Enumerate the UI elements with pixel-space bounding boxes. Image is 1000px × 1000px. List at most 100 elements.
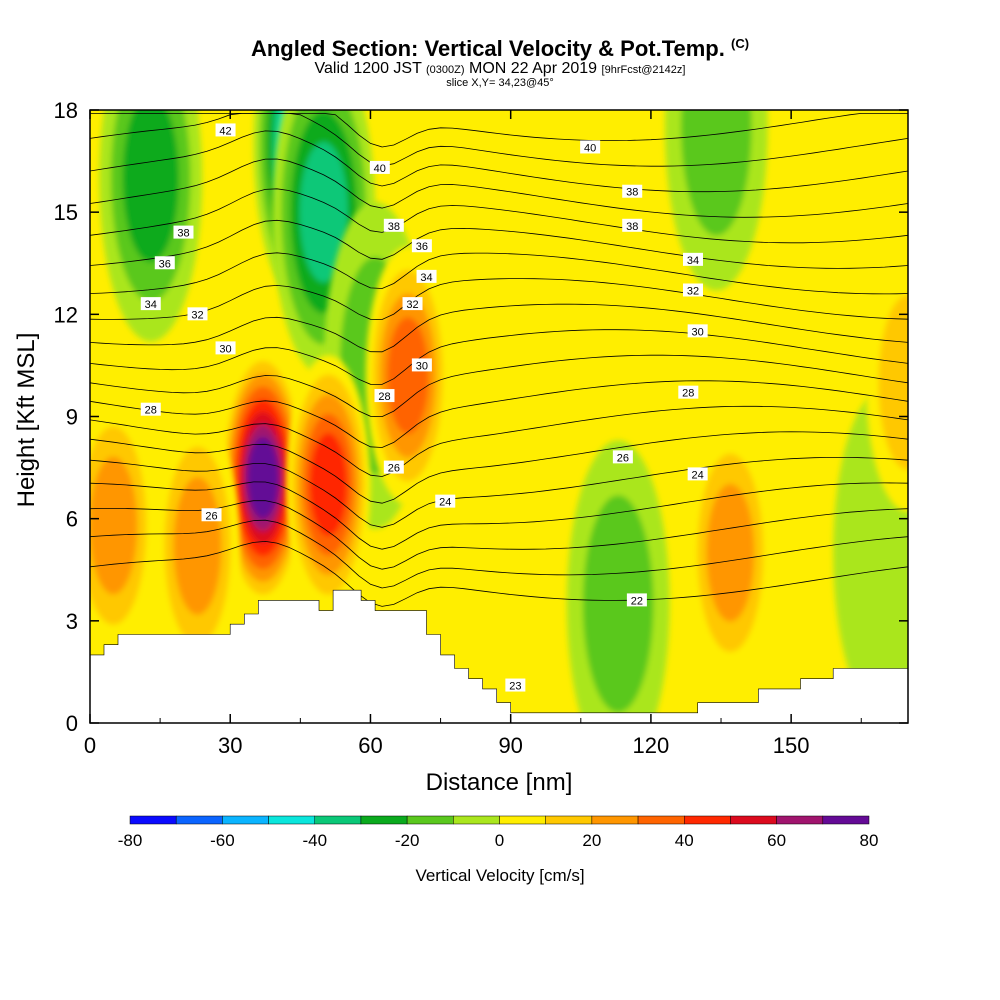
copyright-mark: (C) [731,36,750,51]
contour-label-24: 24 [435,494,456,509]
theta-contour-28 [90,457,908,528]
valid-utc: (0300Z) [426,64,465,76]
contour-label-bg [215,123,236,137]
colorbar-tick-label: 40 [675,831,694,850]
colorbar-swatch [360,815,408,825]
contour-label-text: 36 [159,258,171,270]
theta-contour-26 [90,500,908,570]
velocity-band [309,433,348,537]
theta-contour-24 [90,540,908,607]
contour-label-36: 36 [411,239,432,253]
contour-label-bg [612,450,633,464]
contour-label-text: 30 [416,360,428,372]
contour-label-32: 32 [682,283,703,297]
contour-label-bg [374,389,395,403]
contour-label-bg [173,225,194,239]
contour-label-28: 28 [678,385,699,400]
downdraft-core [566,440,670,723]
contour-label-26: 26 [383,460,404,475]
contour-label-text: 24 [439,497,451,509]
contour-label-36: 36 [154,256,175,270]
y-tick-label: 12 [54,302,78,327]
y-tick-label: 3 [66,609,78,634]
y-tick-label: 9 [66,405,78,430]
colorbar-swatch [730,815,777,825]
contour-label-34: 34 [416,269,437,284]
contour-label-26: 26 [201,508,222,522]
contour-label-text: 40 [584,142,596,154]
contour-label-34: 34 [140,297,161,311]
colorbar-swatch [545,815,593,825]
contour-label-bg [201,508,222,522]
contour-label-30: 30 [411,358,432,372]
theta-contour-31 [90,380,908,448]
colorbar-swatch [776,815,824,825]
chart-title: Angled Section: Vertical Velocity & Pot.… [0,36,1000,62]
contour-label-text: 34 [420,272,432,284]
colorbar-tick-label: -20 [395,831,420,850]
velocity-band [247,437,279,519]
contour-label-40: 40 [580,140,601,154]
x-tick-label: 30 [218,733,242,758]
contour-label-28: 28 [140,402,161,417]
x-tick-label: 90 [498,733,522,758]
contour-label-bg [687,467,708,481]
updraft-core [220,348,306,608]
colorbar-swatch [268,815,315,825]
contour-label-text: 38 [626,187,638,199]
colorbar-swatch [591,815,639,825]
colorbar-swatch [499,815,546,825]
contour-label-26: 26 [612,450,633,464]
contour-label-22: 22 [626,593,647,607]
colorbar-tick-label: 0 [495,831,504,850]
colorbar-swatch [453,815,500,825]
contour-label-text: 23 [509,681,521,693]
contour-label-text: 26 [617,452,629,464]
contour-labels: 42 40 40 38 38 38 38 36 36 34 34 34 32 32 32 30 30 30 28 28… [140,123,708,693]
contour-label-38: 38 [383,218,404,233]
contour-label-text: 26 [205,510,217,522]
contour-label-24: 24 [687,467,708,481]
contour-label-38: 38 [622,184,643,199]
theta-contour-42 [90,113,908,148]
colorbar-swatch [637,815,685,825]
contour-label-text: 22 [631,595,643,607]
contour-label-text: 36 [416,241,428,253]
chart-title-text: Angled Section: Vertical Velocity & Pot.… [250,36,725,61]
colorbar-tick-label: -80 [118,831,143,850]
velocity-band [582,495,654,713]
colorbar-tick-label: -60 [210,831,235,850]
contour-label-text: 28 [378,391,390,403]
contour-label-bg [383,460,404,474]
contour-label-bg [435,494,456,508]
theta-contour-40 [90,130,908,193]
contour-label-bg [154,256,175,270]
contour-label-38: 38 [622,218,643,233]
contour-label-text: 28 [682,388,694,400]
contour-label-text: 24 [692,469,704,481]
downdraft-core [664,110,768,291]
contour-label-text: 26 [388,463,400,475]
y-tick-label: 15 [54,200,78,225]
updraft-core [688,423,773,683]
velocity-band [90,456,138,595]
contour-label-text: 40 [374,163,386,175]
contour-label-30: 30 [687,324,708,338]
contour-label-32: 32 [187,307,208,321]
contour-label-38: 38 [173,225,194,240]
theta-contour-32 [90,354,908,418]
velocity-band [173,477,222,615]
y-tick-label: 0 [66,711,78,736]
contour-label-bg [411,239,432,253]
contour-label-text: 34 [687,255,699,267]
theta-contour-25 [90,519,908,589]
colorbar-tick-label: 60 [767,831,786,850]
contour-label-bg [369,160,390,174]
theta-contour-41 [90,113,908,167]
updraft-core [365,246,450,506]
contour-label-bg [140,297,161,311]
contour-label-34: 34 [682,252,703,267]
colorbar-swatch [822,815,870,825]
valid-prefix: Valid 1200 JST [314,60,422,77]
